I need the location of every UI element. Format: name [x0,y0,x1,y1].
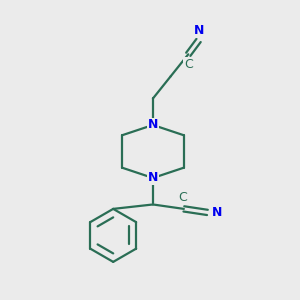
Text: N: N [148,118,158,131]
Text: N: N [148,172,158,184]
Text: N: N [194,24,204,37]
Text: C: C [184,58,193,71]
Text: C: C [178,191,187,205]
Text: N: N [212,206,222,219]
